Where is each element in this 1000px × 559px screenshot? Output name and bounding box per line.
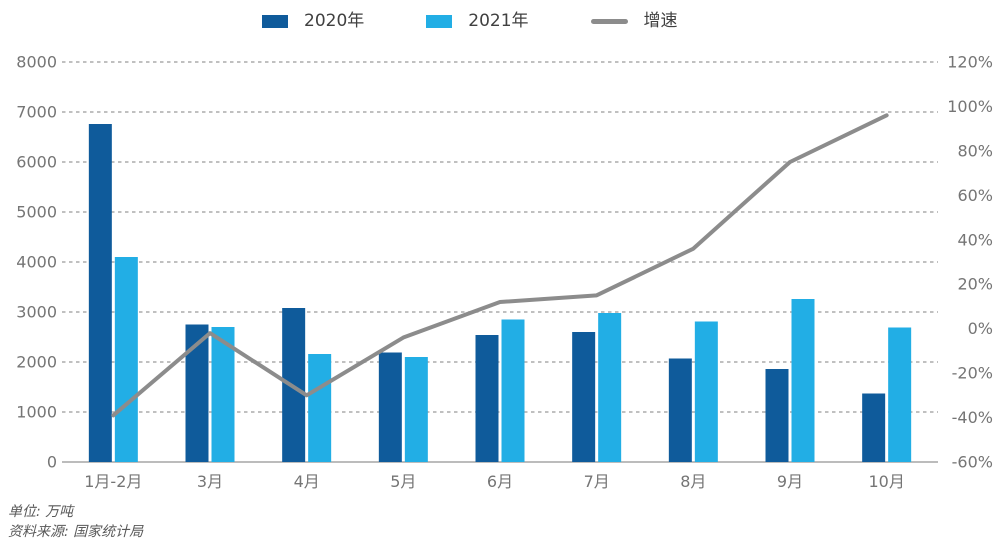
legend-item-growth: 增速 (590, 10, 678, 32)
legend-label-2020: 2020年 (304, 11, 365, 31)
legend-line-swatch (590, 18, 628, 24)
legend-swatch-2020 (262, 14, 288, 28)
x-axis-label: 4月 (294, 472, 320, 491)
left-axis-tick-label: 8000 (16, 53, 57, 72)
bar-2021年-8月 (694, 321, 718, 462)
bar-2020年-10月 (862, 393, 886, 462)
left-axis-tick-label: 4000 (16, 253, 57, 272)
bar-2021年-6月 (501, 319, 525, 462)
legend-swatch-2021 (426, 14, 453, 28)
right-axis-tick-label: -60% (952, 453, 993, 472)
bar-2021年-1月-2月 (114, 257, 138, 462)
right-axis-tick-label: 120% (947, 53, 993, 72)
left-axis-tick-label: 2000 (16, 353, 57, 372)
bar-2021年-5月 (404, 357, 428, 462)
right-axis-tick-label: -20% (952, 364, 993, 383)
left-axis-tick-label: 5000 (16, 203, 57, 222)
bar-2021年-7月 (598, 313, 622, 462)
legend-label-growth: 增速 (643, 11, 678, 31)
bar-2021年-9月 (791, 299, 815, 462)
legend-item-2021: 2021年 (426, 10, 529, 32)
right-axis-tick-label: 20% (957, 275, 993, 294)
source-note: 资料来源: 国家统计局 (8, 524, 144, 540)
right-axis-tick-label: 60% (957, 186, 993, 205)
x-axis-label: 10月 (868, 472, 904, 491)
left-axis-tick-label: 0 (47, 453, 57, 472)
legend-item-2020: 2020年 (262, 10, 364, 32)
chart-footer: 单位: 万吨 资料来源: 国家统计局 (8, 502, 143, 542)
bar-2020年-6月 (475, 335, 499, 462)
right-axis-tick-label: 80% (957, 141, 993, 160)
left-axis-tick-label: 3000 (16, 303, 57, 322)
left-axis-tick-label: 6000 (16, 153, 57, 172)
left-axis-tick-label: 7000 (16, 103, 57, 122)
bar-2020年-1月-2月 (88, 124, 112, 462)
x-axis-label: 7月 (584, 472, 610, 491)
x-axis-label: 9月 (777, 472, 803, 491)
bar-2020年-8月 (668, 358, 692, 462)
x-axis-label: 8月 (680, 472, 706, 491)
right-axis-tick-label: 100% (947, 97, 993, 116)
x-axis-label: 5月 (390, 472, 416, 491)
bar-2020年-3月 (185, 324, 209, 462)
right-axis-tick-label: 0% (968, 319, 993, 338)
bar-2020年-5月 (378, 352, 402, 462)
x-axis-label: 3月 (197, 472, 223, 491)
chart-legend: 2020年 2021年 增速 (262, 10, 678, 32)
chart-plot: 8000 7000 6000 5000 4000 3000 2000 1000 0 120% 100… (16, 53, 993, 492)
bar-2020年-9月 (765, 369, 789, 462)
bar-2021年-4月 (308, 354, 332, 462)
right-axis-tick-label: -40% (952, 408, 993, 427)
unit-note: 单位: 万吨 (8, 504, 74, 520)
bar-2020年-7月 (572, 332, 596, 462)
growth-line (111, 113, 889, 418)
bar-2021年-10月 (888, 327, 912, 462)
x-axis-label: 1月-2月 (84, 472, 142, 491)
legend-label-2021: 2021年 (468, 11, 529, 31)
right-axis-tick-label: 40% (957, 230, 993, 249)
bar-2021年-3月 (211, 327, 235, 462)
left-axis-tick-label: 1000 (16, 403, 57, 422)
x-axis-label: 6月 (487, 472, 513, 491)
